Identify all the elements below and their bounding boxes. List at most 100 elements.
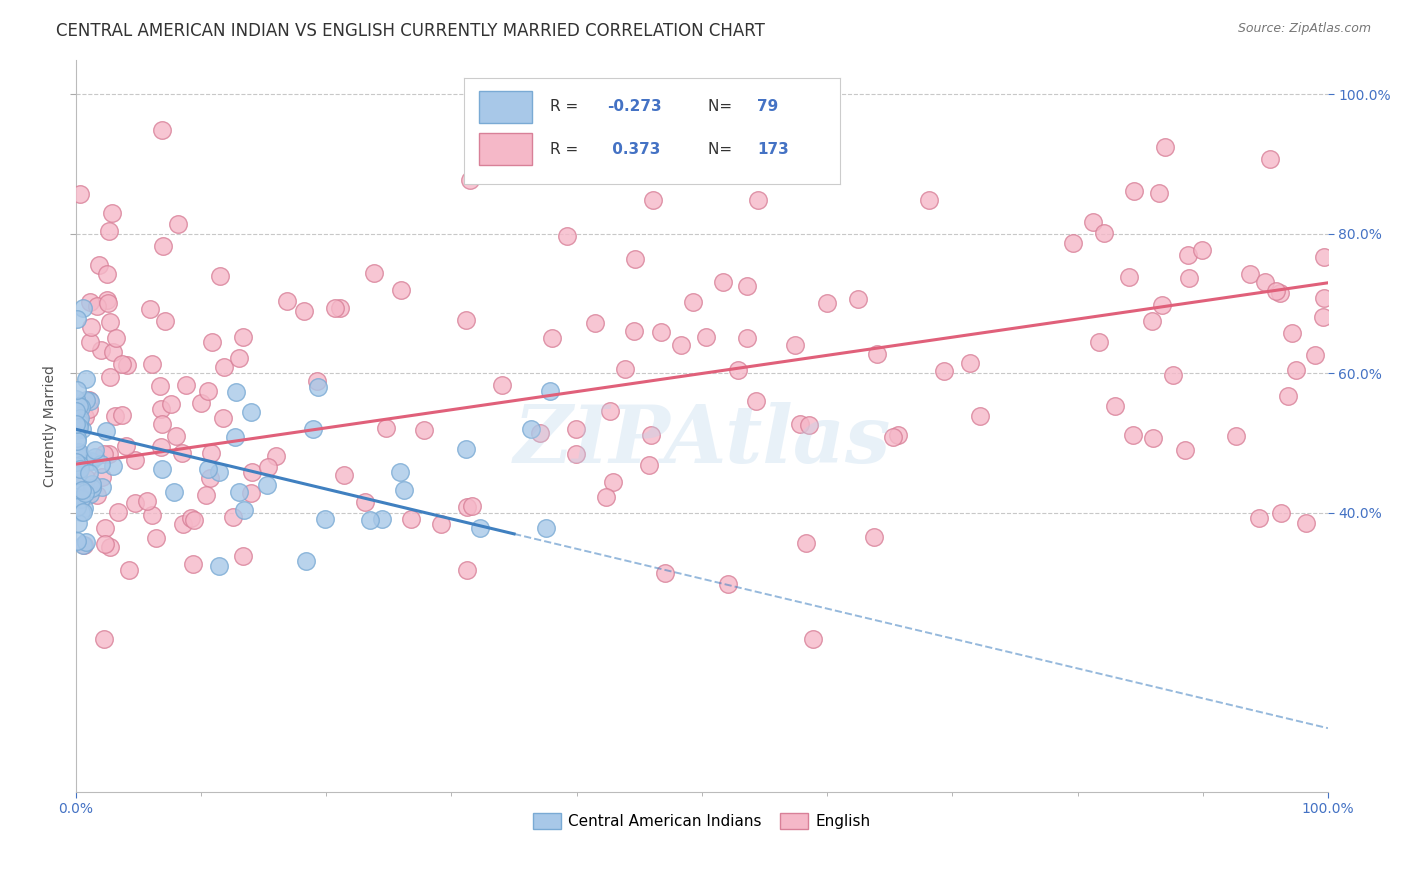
Point (959, 356, 981, 370)
Point (160, 396, 183, 410)
Point (801, 632, 824, 646)
Point (98, 447, 121, 461)
Point (212, 411, 235, 425)
Point (371, 512, 394, 526)
Point (815, 296, 838, 310)
Point (94, 537, 117, 551)
Point (124, 452, 146, 467)
Y-axis label: Currently Married: Currently Married (44, 365, 58, 487)
Point (1140, 314, 1163, 328)
Point (75, 471, 97, 485)
Point (148, 379, 170, 393)
Legend: Central American Indians, English: Central American Indians, English (527, 807, 877, 836)
Point (73, 410, 96, 425)
Point (66, 432, 89, 446)
Point (67, 516, 90, 531)
Point (1239, 268, 1261, 282)
Point (456, 442, 478, 456)
Point (141, 508, 163, 523)
Point (1264, 284, 1286, 298)
Point (727, 363, 749, 377)
Point (225, 385, 247, 400)
Point (240, 486, 263, 500)
Point (153, 314, 176, 328)
Point (430, 516, 453, 531)
Point (232, 549, 254, 563)
Point (104, 331, 127, 345)
Point (1154, 140, 1177, 154)
Point (232, 330, 254, 344)
Point (66, 533, 89, 548)
Point (1161, 368, 1184, 382)
Point (101, 344, 124, 359)
Point (66, 434, 89, 449)
Point (80, 481, 103, 495)
Point (152, 239, 174, 253)
Point (67, 445, 90, 459)
Point (491, 378, 513, 392)
Point (461, 499, 484, 513)
Point (413, 423, 436, 437)
Point (301, 422, 323, 436)
Point (96, 267, 118, 281)
Point (67, 399, 90, 413)
Point (1285, 363, 1308, 377)
Point (918, 193, 941, 207)
Point (969, 409, 991, 423)
Point (1277, 389, 1299, 403)
Point (1118, 270, 1140, 285)
Point (214, 359, 236, 374)
Point (1122, 427, 1144, 442)
Point (65, 404, 87, 418)
Point (1177, 248, 1199, 262)
Point (93, 447, 115, 461)
Text: Source: ZipAtlas.com: Source: ZipAtlas.com (1237, 22, 1371, 36)
Point (640, 427, 662, 442)
Point (70, 491, 93, 506)
Point (599, 403, 621, 417)
Point (583, 316, 606, 330)
Point (145, 532, 167, 546)
Point (747, 193, 769, 207)
Point (77, 466, 100, 480)
Point (456, 500, 478, 514)
Point (86, 299, 108, 313)
Point (138, 301, 160, 316)
Point (69, 187, 91, 202)
Point (73, 501, 96, 516)
Point (97, 296, 120, 310)
Point (141, 357, 163, 371)
Point (65, 312, 87, 326)
Point (111, 409, 134, 423)
Point (789, 417, 811, 432)
Point (79, 486, 101, 500)
Point (671, 338, 693, 352)
Point (96, 424, 118, 438)
Point (66, 423, 89, 437)
Point (65, 392, 87, 406)
Point (75, 372, 97, 386)
Point (1191, 243, 1213, 257)
Point (359, 513, 381, 527)
Point (93, 632, 115, 646)
Point (98, 540, 121, 554)
Text: CENTRAL AMERICAN INDIAN VS ENGLISH CURRENTLY MARRIED CORRELATION CHART: CENTRAL AMERICAN INDIAN VS ENGLISH CURRE… (56, 22, 765, 40)
Point (84, 450, 107, 464)
Point (79, 295, 101, 310)
Point (1225, 429, 1247, 443)
Point (194, 488, 217, 502)
Point (150, 440, 173, 454)
Text: ZIPAtlas: ZIPAtlas (513, 401, 890, 479)
Point (90, 479, 112, 493)
Point (538, 384, 561, 399)
Point (69, 458, 91, 472)
Point (98, 315, 121, 329)
Point (67, 420, 90, 434)
Point (90, 457, 112, 471)
Point (167, 217, 190, 231)
Point (197, 384, 219, 399)
Point (240, 405, 263, 419)
Point (520, 422, 543, 436)
Point (638, 458, 661, 472)
Point (456, 563, 478, 577)
